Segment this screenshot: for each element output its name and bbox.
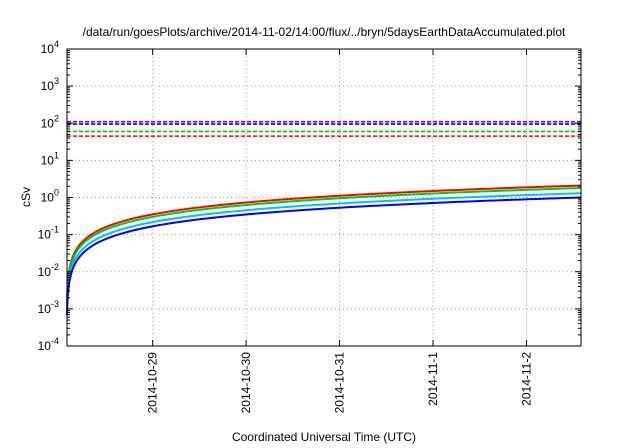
x-tick-label: 2014-11-2	[519, 352, 533, 406]
x-tick-label: 2014-10-30	[239, 352, 253, 414]
y-tick-label: 10-1	[38, 225, 59, 242]
y-axis-label: cSv	[19, 187, 33, 207]
x-tick-label: 2014-10-29	[146, 352, 160, 414]
y-tick-label: 104	[41, 39, 59, 56]
y-tick-label: 101	[41, 150, 59, 167]
y-tick-label: 10-2	[38, 262, 59, 279]
y-tick-label: 10-4	[38, 336, 59, 353]
y-tick-label: 102	[41, 113, 59, 130]
y-tick-label: 100	[41, 188, 59, 205]
series-line	[66, 192, 582, 308]
series-line	[66, 187, 582, 305]
chart-title: /data/run/goesPlots/archive/2014-11-02/1…	[83, 25, 566, 39]
series-line	[66, 196, 582, 315]
x-axis-ticks: 2014-10-29 2014-10-30 2014-10-31 2014-11-1 2…	[146, 49, 533, 414]
series-line	[66, 184, 582, 303]
series-lines	[66, 184, 582, 315]
y-tick-label: 103	[41, 76, 59, 93]
x-tick-label: 2014-10-31	[333, 352, 347, 414]
reference-lines	[67, 120, 581, 137]
x-axis-label: Coordinated Universal Time (UTC)	[232, 430, 416, 444]
x-tick-label: 2014-11-1	[426, 352, 440, 406]
y-tick-label: 10-3	[38, 299, 59, 316]
